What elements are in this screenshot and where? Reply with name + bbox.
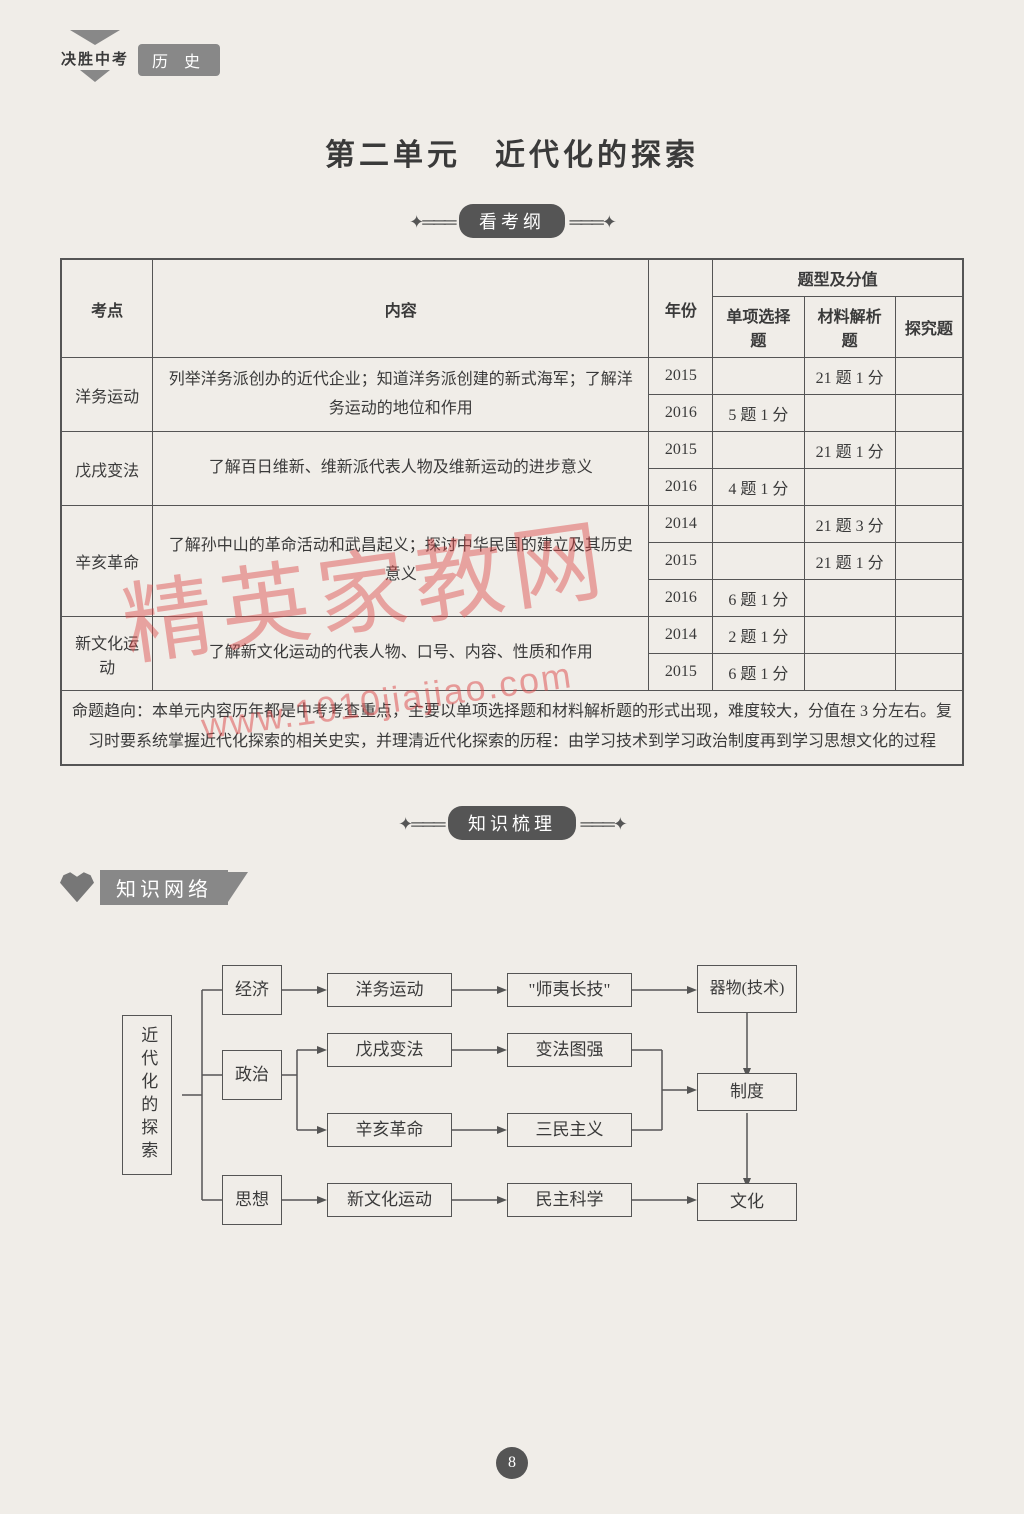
knowledge-badge-row: ✦═══ 知识梳理 ═══✦ [60, 806, 964, 840]
data-cell [713, 358, 804, 395]
data-cell [713, 506, 804, 543]
heart-icon [60, 872, 94, 902]
th-material: 材料解析题 [804, 297, 895, 358]
subject-tag: 历 史 [138, 44, 220, 76]
data-cell: 5 题 1 分 [713, 395, 804, 432]
section-label: 知识网络 [100, 870, 228, 905]
data-cell: 2015 [649, 654, 713, 691]
fc-col5-1: 制度 [697, 1073, 797, 1111]
data-cell: 21 题 1 分 [804, 358, 895, 395]
data-cell: 2 题 1 分 [713, 617, 804, 654]
header-logo: 决胜中考 历 史 [60, 30, 220, 90]
data-cell [895, 506, 963, 543]
content-cell: 列举洋务派创办的近代企业；知道洋务派创建的新式海军；了解洋务运动的地位和作用 [153, 358, 649, 432]
data-cell: 2014 [649, 617, 713, 654]
data-cell [804, 654, 895, 691]
th-qtype: 题型及分值 [713, 259, 963, 297]
data-cell [895, 469, 963, 506]
unit-title: 第二单元 近代化的探索 [60, 130, 964, 174]
th-year: 年份 [649, 259, 713, 358]
fc-col4-3: 民主科学 [507, 1183, 632, 1217]
star-deco-left: ✦═══ [409, 212, 454, 232]
content-cell: 了解百日维新、维新派代表人物及维新运动的进步意义 [153, 432, 649, 506]
fc-col4-1: 变法图强 [507, 1033, 632, 1067]
star-deco-right: ═══✦ [570, 212, 615, 232]
data-cell: 2015 [649, 543, 713, 580]
fc-col3-0: 洋务运动 [327, 973, 452, 1007]
page-number: 8 [496, 1447, 528, 1479]
data-cell: 21 题 1 分 [804, 432, 895, 469]
topic-cell: 洋务运动 [61, 358, 153, 432]
data-cell: 21 题 1 分 [804, 543, 895, 580]
data-cell: 2016 [649, 580, 713, 617]
th-inquiry: 探究题 [895, 297, 963, 358]
syllabus-badge-row: ✦═══ 看考纲 ═══✦ [60, 204, 964, 238]
topic-cell: 辛亥革命 [61, 506, 153, 617]
data-cell [895, 395, 963, 432]
data-cell [895, 654, 963, 691]
trend-cell: 命题趋向：本单元内容历年都是中考考查重点，主要以单项选择题和材料解析题的形式出现… [61, 691, 963, 765]
data-cell [804, 469, 895, 506]
th-topic: 考点 [61, 259, 153, 358]
fc-col3-3: 新文化运动 [327, 1183, 452, 1217]
data-cell [895, 580, 963, 617]
topic-cell: 戊戌变法 [61, 432, 153, 506]
fc-col3-2: 辛亥革命 [327, 1113, 452, 1147]
fc-col3-1: 戊戌变法 [327, 1033, 452, 1067]
data-cell [895, 617, 963, 654]
data-cell: 2015 [649, 432, 713, 469]
data-cell: 2014 [649, 506, 713, 543]
data-cell: 6 题 1 分 [713, 654, 804, 691]
data-cell [804, 395, 895, 432]
content-cell: 了解孙中山的革命活动和武昌起义；探讨中华民国的建立及其历史意义 [153, 506, 649, 617]
data-cell [713, 432, 804, 469]
data-cell: 21 题 3 分 [804, 506, 895, 543]
section-tab: 知识网络 [60, 870, 964, 905]
fc-col4-2: 三民主义 [507, 1113, 632, 1147]
data-cell: 2016 [649, 469, 713, 506]
data-cell: 4 题 1 分 [713, 469, 804, 506]
th-mcq: 单项选择题 [713, 297, 804, 358]
syllabus-table: 考点 内容 年份 题型及分值 单项选择题 材料解析题 探究题 洋务运动列举洋务派… [60, 258, 964, 766]
logo-text: 决胜中考 [60, 48, 130, 69]
fc-col2-2: 思想 [222, 1175, 282, 1225]
fc-root: 近代化的探索 [122, 1015, 172, 1175]
knowledge-badge: 知识梳理 [448, 806, 576, 840]
syllabus-badge: 看考纲 [459, 204, 565, 238]
chevron-down-icon [70, 30, 120, 45]
flowchart: 近代化的探索 经济 政治 思想 洋务运动 戊戌变法 辛亥革命 新文化运动 "师夷… [122, 955, 902, 1235]
data-cell [804, 617, 895, 654]
fc-col5-0: 器物(技术) [697, 965, 797, 1013]
chevron-down-icon [80, 70, 110, 82]
data-cell: 6 题 1 分 [713, 580, 804, 617]
logo-badge: 决胜中考 [60, 30, 130, 90]
fc-col2-1: 政治 [222, 1050, 282, 1100]
fc-col2-0: 经济 [222, 965, 282, 1015]
fc-col4-0: "师夷长技" [507, 973, 632, 1007]
topic-cell: 新文化运动 [61, 617, 153, 691]
th-content: 内容 [153, 259, 649, 358]
slash-deco [228, 872, 248, 902]
data-cell: 2016 [649, 395, 713, 432]
star-deco-right: ═══✦ [581, 814, 626, 834]
data-cell [895, 432, 963, 469]
data-cell [895, 543, 963, 580]
star-deco-left: ✦═══ [398, 814, 443, 834]
data-cell [804, 580, 895, 617]
data-cell [713, 543, 804, 580]
data-cell: 2015 [649, 358, 713, 395]
fc-col5-2: 文化 [697, 1183, 797, 1221]
content-cell: 了解新文化运动的代表人物、口号、内容、性质和作用 [153, 617, 649, 691]
data-cell [895, 358, 963, 395]
